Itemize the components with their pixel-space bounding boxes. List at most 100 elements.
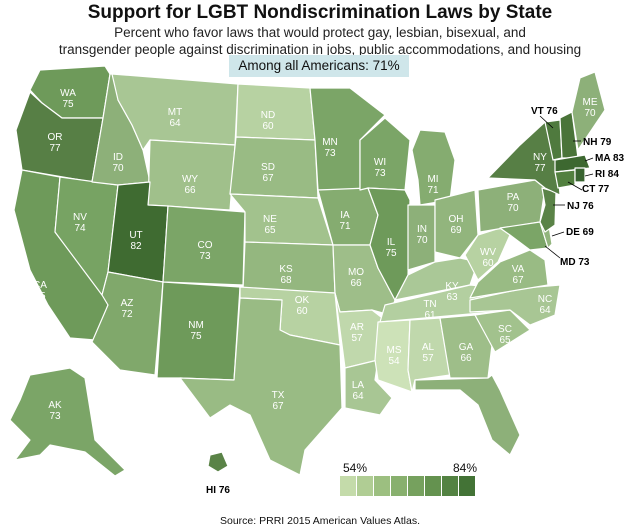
- state-value-sd: 67: [262, 173, 274, 184]
- state-value-sc: 65: [499, 335, 511, 346]
- state-value-ms: 54: [388, 356, 400, 367]
- label-ct: CT 77: [582, 184, 610, 195]
- state-abbr-az: AZ: [121, 298, 134, 309]
- state-fl: [414, 374, 521, 456]
- subtitle-line-1: Percent who favor laws that would protec…: [114, 25, 526, 40]
- state-sc: [474, 309, 531, 353]
- state-abbr-fl: FL: [472, 412, 484, 423]
- label-vt: VT 76: [531, 106, 558, 117]
- national-callout: Among all Americans: 71%: [229, 55, 409, 77]
- state-hi: [207, 451, 229, 473]
- state-abbr-va: VA: [512, 264, 525, 275]
- state-value-wi: 73: [374, 168, 386, 179]
- state-value-ks: 68: [280, 275, 292, 286]
- label-hi: HI 76: [206, 485, 230, 496]
- state-nd: [235, 83, 316, 141]
- state-value-nv: 74: [74, 223, 86, 234]
- state-abbr-ut: UT: [129, 230, 142, 241]
- state-abbr-nc: NC: [538, 294, 552, 305]
- state-labels: WA75OR77CA75NV74ID70MT64WY66UT82AZ72CO73…: [33, 88, 598, 434]
- legend-swatch-4: [391, 476, 407, 496]
- state-va: [469, 249, 549, 299]
- state-abbr-mt: MT: [168, 107, 182, 118]
- state-value-ia: 71: [339, 221, 351, 232]
- state-abbr-ca: CA: [33, 280, 47, 291]
- state-value-wv: 60: [482, 258, 494, 269]
- state-abbr-wy: WY: [182, 174, 198, 185]
- state-abbr-nm: NM: [188, 320, 204, 331]
- state-value-va: 67: [512, 275, 524, 286]
- state-value-mi: 71: [427, 185, 439, 196]
- state-value-co: 73: [199, 251, 211, 262]
- state-abbr-mn: MN: [322, 137, 338, 148]
- state-abbr-il: IL: [387, 237, 396, 248]
- state-abbr-sc: SC: [498, 324, 512, 335]
- label-ri: RI 84: [595, 169, 619, 180]
- state-value-ut: 82: [130, 241, 142, 252]
- state-abbr-wi: WI: [374, 157, 386, 168]
- state-abbr-ar: AR: [350, 322, 364, 333]
- state-abbr-mo: MO: [348, 267, 364, 278]
- state-abbr-pa: PA: [507, 192, 520, 203]
- state-value-ak: 73: [49, 411, 61, 422]
- state-value-me: 70: [584, 108, 596, 119]
- label-md: MD 73: [560, 257, 590, 268]
- map-subtitle: Percent who favor laws that would protec…: [0, 24, 640, 58]
- state-abbr-id: ID: [113, 152, 123, 163]
- label-ma: MA 83: [595, 153, 625, 164]
- state-abbr-nv: NV: [73, 212, 87, 223]
- legend-max-label: 84%: [453, 461, 478, 475]
- state-value-nc: 64: [539, 305, 551, 316]
- state-value-id: 70: [112, 163, 124, 174]
- state-ri: [574, 167, 586, 183]
- state-abbr-tn: TN: [423, 299, 436, 310]
- color-legend: [340, 476, 476, 496]
- state-abbr-ak: AK: [48, 400, 62, 411]
- state-pa: [477, 179, 546, 233]
- state-abbr-al: AL: [422, 342, 435, 353]
- state-abbr-ga: GA: [459, 342, 474, 353]
- legend-swatch-8: [459, 476, 475, 496]
- state-value-pa: 70: [507, 203, 519, 214]
- state-abbr-tx: TX: [272, 390, 285, 401]
- label-nh: NH 79: [583, 137, 612, 148]
- external-labels: VT 76 NH 79 MA 83 RI 84 CT 77 NJ 76 DE 6…: [206, 106, 624, 496]
- state-abbr-ms: MS: [387, 345, 402, 356]
- state-value-az: 72: [121, 309, 133, 320]
- state-value-mn: 73: [324, 148, 336, 159]
- state-value-mt: 64: [169, 118, 181, 129]
- state-md: [499, 221, 549, 251]
- state-abbr-nd: ND: [261, 110, 275, 121]
- legend-swatch-3: [374, 476, 390, 496]
- state-value-oh: 69: [450, 225, 462, 236]
- state-value-or: 77: [49, 143, 61, 154]
- map-title: Support for LGBT Nondiscrimination Laws …: [87, 2, 553, 23]
- label-nj: NJ 76: [567, 201, 594, 212]
- legend-swatch-5: [408, 476, 424, 496]
- state-value-mo: 66: [350, 278, 362, 289]
- state-ak: [9, 367, 126, 477]
- subtitle-line-2: transgender people against discriminatio…: [58, 42, 582, 57]
- state-abbr-ok: OK: [295, 295, 310, 306]
- state-oh: [434, 189, 479, 259]
- state-value-nm: 75: [190, 331, 202, 342]
- state-value-ca: 75: [34, 291, 46, 302]
- state-value-fl: 70: [472, 423, 484, 434]
- state-ne: [229, 193, 334, 246]
- state-ga: [439, 314, 493, 379]
- state-value-wy: 66: [184, 185, 196, 196]
- state-abbr-co: CO: [198, 240, 213, 251]
- state-value-ga: 66: [460, 353, 472, 364]
- state-value-ne: 65: [264, 225, 276, 236]
- state-abbr-ks: KS: [279, 264, 293, 275]
- state-abbr-ny: NY: [533, 152, 547, 163]
- state-abbr-sd: SD: [261, 162, 275, 173]
- state-abbr-me: ME: [583, 97, 598, 108]
- state-value-in: 70: [416, 235, 428, 246]
- state-value-ok: 60: [296, 306, 308, 317]
- legend-swatch-6: [425, 476, 441, 496]
- state-abbr-ky: KY: [445, 281, 459, 292]
- state-value-nd: 60: [262, 121, 274, 132]
- state-abbr-ne: NE: [263, 214, 277, 225]
